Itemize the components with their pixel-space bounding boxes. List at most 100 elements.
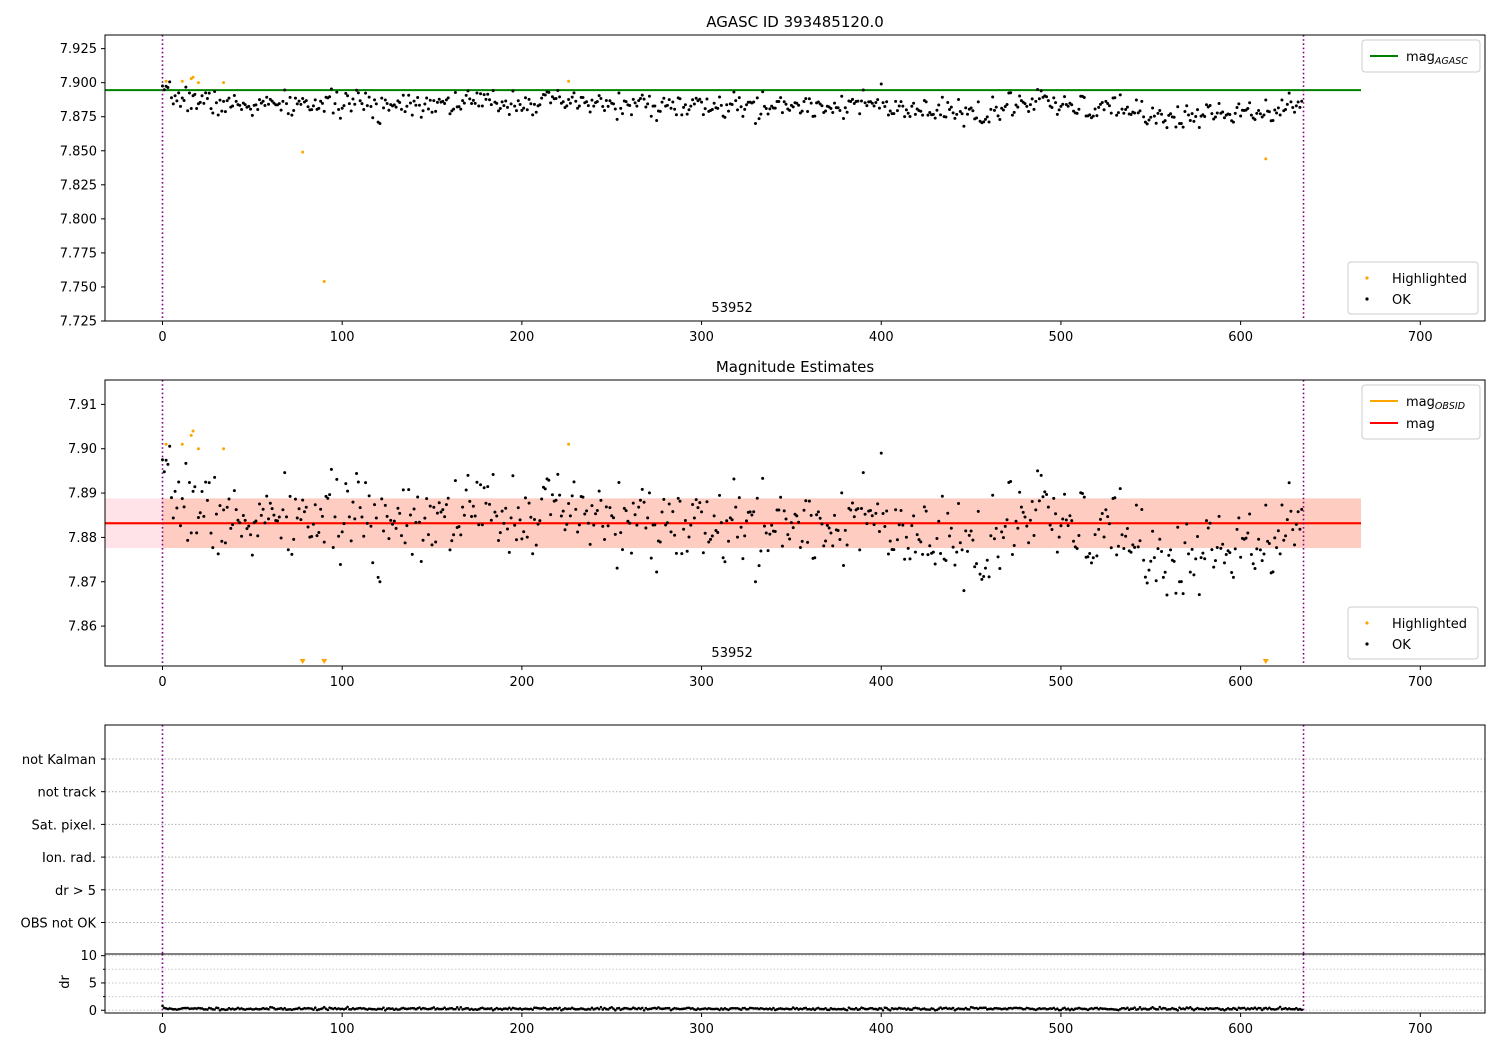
point-ok [588, 542, 592, 546]
point-dr [599, 1005, 603, 1009]
point-dr [770, 1008, 773, 1011]
point-ok [576, 106, 580, 110]
point-ok [261, 99, 265, 103]
point-dr [590, 1006, 594, 1010]
point-ok [229, 526, 233, 530]
point-ok [859, 507, 863, 511]
point-ok [211, 111, 215, 115]
point-ok [935, 536, 939, 540]
point-ok [676, 496, 680, 500]
point-ok [728, 516, 732, 520]
point-ok [471, 98, 475, 102]
legend-label-Highlighted: Highlighted [1392, 617, 1467, 632]
point-ok [525, 535, 529, 539]
point-ok [258, 98, 262, 102]
point-ok [1217, 514, 1221, 518]
point-ok [417, 103, 421, 107]
point-ok [1036, 87, 1040, 91]
point-dr [924, 1008, 928, 1011]
point-ok [1106, 102, 1110, 106]
y-tick-label: 7.87 [68, 575, 97, 590]
point-ok [865, 104, 869, 108]
point-ok [842, 117, 846, 121]
point-ok [851, 97, 854, 101]
point-ok [1070, 103, 1074, 107]
point-ok [712, 514, 716, 518]
point-ok [761, 476, 765, 480]
point-ok [683, 103, 687, 107]
point-ok [741, 114, 745, 118]
point-ok [394, 526, 398, 530]
point-ok [534, 110, 538, 114]
point-ok [355, 88, 359, 92]
point-dr [1235, 1008, 1239, 1012]
point-highlighted [1264, 157, 1268, 161]
x-tick-label: 400 [869, 675, 894, 690]
point-ok [498, 531, 502, 535]
point-ok [737, 96, 741, 100]
point-dr [1142, 1007, 1145, 1010]
point-ok [498, 106, 502, 110]
point-ok [540, 497, 544, 501]
point-ok [205, 97, 209, 101]
point-ok [333, 102, 337, 106]
point-dr [640, 1006, 644, 1010]
point-ok [874, 511, 878, 515]
point-ok [1115, 113, 1119, 117]
point-ok [680, 113, 684, 117]
point-ok [392, 103, 396, 107]
y-tick-label: 7.825 [60, 178, 97, 193]
point-ok [779, 495, 783, 499]
point-ok [504, 99, 508, 103]
point-ok [815, 513, 819, 517]
point-ok [434, 109, 438, 113]
point-ok [234, 99, 238, 103]
point-ok [926, 113, 930, 117]
point-ok [543, 93, 547, 97]
point-ok [674, 113, 678, 117]
point-ok [1140, 99, 1144, 103]
point-ok [1012, 543, 1016, 547]
point-ok [567, 502, 571, 506]
point-ok [175, 506, 179, 510]
point-ok [385, 514, 389, 518]
point-ok [658, 540, 662, 544]
point-dr [1278, 1005, 1282, 1009]
point-ok [565, 522, 569, 526]
point-ok [1009, 479, 1013, 483]
point-ok [924, 509, 928, 513]
point-ok [506, 527, 509, 531]
point-ok [1077, 107, 1081, 111]
legend-marker-Highlighted [1365, 276, 1369, 280]
point-highlighted [191, 75, 195, 79]
point-ok [759, 549, 763, 553]
point-ok [588, 110, 592, 114]
point-ok [773, 106, 777, 110]
point-ok [879, 82, 883, 86]
obsid-label: 53952 [711, 646, 752, 661]
point-ok [874, 101, 878, 105]
point-ok [202, 101, 206, 105]
point-ok [1296, 510, 1300, 514]
point-ok [1088, 113, 1092, 117]
point-ok [631, 97, 635, 101]
point-ok [398, 101, 402, 105]
point-ok [987, 120, 991, 124]
point-ok [513, 523, 517, 527]
point-ok [1231, 120, 1235, 124]
point-ok [1278, 113, 1282, 117]
point-ok [809, 513, 813, 517]
point-ok [734, 99, 738, 103]
point-dr [161, 1004, 164, 1008]
point-dr [322, 1005, 326, 1009]
point-ok [1107, 522, 1111, 526]
point-ok [516, 99, 520, 103]
point-ok [861, 471, 865, 475]
point-ok [1289, 100, 1293, 104]
point-ok [744, 519, 748, 523]
point-ok [297, 99, 301, 103]
point-ok [304, 99, 308, 103]
point-ok [320, 101, 324, 105]
point-ok [572, 91, 576, 95]
plot-area [105, 380, 1362, 666]
